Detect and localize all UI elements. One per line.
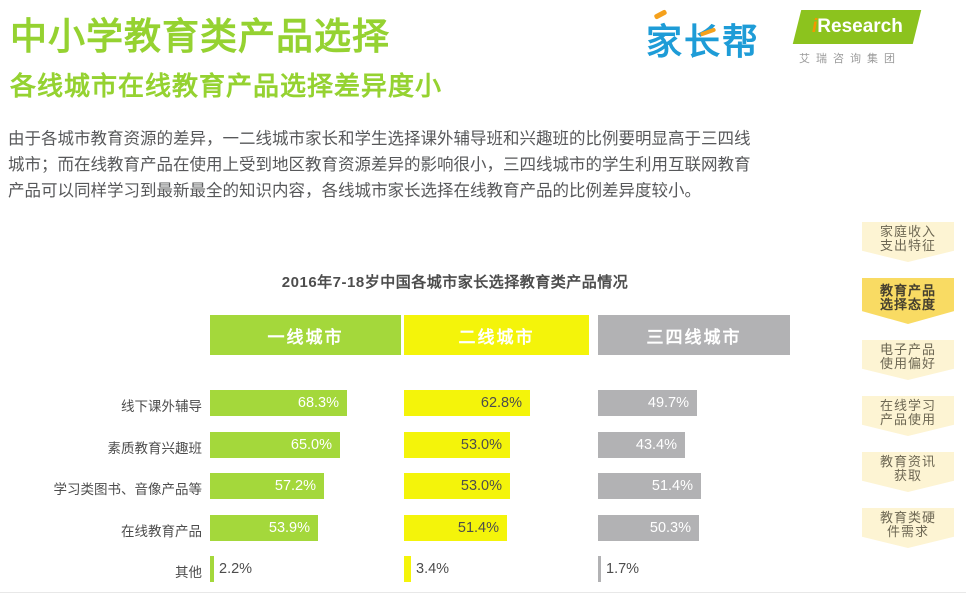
bar-value: 57.2% xyxy=(274,478,316,494)
intro-paragraph: 由于各城市教育资源的差异，一二线城市家长和学生选择课外辅导班和兴趣班的比例要明显… xyxy=(8,126,928,204)
sidebar-tab-6[interactable]: 教育类硬 件需求 xyxy=(862,508,954,548)
sidebar-tab-3[interactable]: 电子产品 使用偏好 xyxy=(862,340,954,380)
bar: 57.2% xyxy=(210,473,324,499)
bar-value: 53.0% xyxy=(460,437,502,453)
bar-value: 53.9% xyxy=(268,520,310,536)
bar: 50.3% xyxy=(598,515,699,541)
bar: 53.0% xyxy=(404,473,510,499)
iresearch-logo-rest: Research xyxy=(816,16,903,37)
bar xyxy=(404,556,411,582)
bar xyxy=(598,556,601,582)
bar-value: 50.3% xyxy=(649,520,691,536)
sidebar-tab-label: 教育产品 xyxy=(879,283,936,298)
iresearch-logo-text: iResearch xyxy=(812,16,903,38)
bar: 53.0% xyxy=(404,432,510,458)
sidebar-tab-label: 在线学习 xyxy=(879,398,936,413)
page-subtitle: 各线城市在线教育产品选择差异度小 xyxy=(10,71,443,101)
bar-value: 1.7% xyxy=(606,561,640,577)
intro-line: 产品可以同样学习到最新最全的知识内容，各线城市家长选择在线教育产品的比例差异度较… xyxy=(8,182,701,200)
column-header-二线城市: 二线城市 xyxy=(404,315,589,355)
intro-line: 由于各城市教育资源的差异，一二线城市家长和学生选择课外辅导班和兴趣班的比例要明显… xyxy=(8,130,751,148)
sidebar-tab-label: 电子产品 xyxy=(879,342,936,357)
iresearch-subtitle: 艾瑞咨询集团 xyxy=(799,53,901,65)
bar-value: 2.2% xyxy=(219,561,253,577)
sidebar-tab-label: 教育类硬 xyxy=(879,510,936,525)
sidebar-tab-label: 产品使用 xyxy=(879,412,936,427)
bar-value: 51.4% xyxy=(651,478,693,494)
sidebar-tab-label: 教育资讯 xyxy=(879,454,936,469)
column-header-三四线城市: 三四线城市 xyxy=(598,315,790,355)
row-label: 在线教育产品 xyxy=(121,523,202,539)
bar-value: 53.0% xyxy=(460,478,502,494)
bar-value: 49.7% xyxy=(647,395,689,411)
sidebar-tab-label: 支出特征 xyxy=(879,238,936,253)
bar-value: 68.3% xyxy=(297,395,339,411)
bar: 62.8% xyxy=(404,390,530,416)
sidebar-tab-label: 家庭收入 xyxy=(879,224,936,239)
bar: 51.4% xyxy=(404,515,507,541)
sidebar-tab-2[interactable]: 教育产品 选择态度 xyxy=(862,278,954,324)
page-title: 中小学教育类产品选择 xyxy=(10,16,390,57)
bar-value: 3.4% xyxy=(416,561,450,577)
bar: 68.3% xyxy=(210,390,347,416)
sidebar-tab-4[interactable]: 在线学习 产品使用 xyxy=(862,396,954,436)
intro-line: 城市；而在线教育产品在使用上受到地区教育资源差异的影响很小，三四线城市的学生利用… xyxy=(8,156,751,174)
bar: 53.9% xyxy=(210,515,318,541)
bar-value: 43.4% xyxy=(635,437,677,453)
column-header-一线城市: 一线城市 xyxy=(210,315,401,355)
bar-value: 62.8% xyxy=(480,395,522,411)
chart-title: 2016年7-18岁中国各城市家长选择教育类产品情况 xyxy=(281,274,629,291)
bar: 65.0% xyxy=(210,432,340,458)
iresearch-logo: iResearch xyxy=(792,10,922,44)
sidebar-tab-1[interactable]: 家庭收入 支出特征 xyxy=(862,222,954,262)
sidebar-tab-label: 件需求 xyxy=(886,524,929,539)
bar: 43.4% xyxy=(598,432,685,458)
sidebar-tab-label: 使用偏好 xyxy=(879,356,936,371)
sidebar-tab-label: 选择态度 xyxy=(879,297,936,312)
row-label: 素质教育兴趣班 xyxy=(107,440,203,456)
bar: 49.7% xyxy=(598,390,697,416)
bar: 51.4% xyxy=(598,473,701,499)
sidebar-tab-5[interactable]: 教育资讯 获取 xyxy=(862,452,954,492)
bar-value: 51.4% xyxy=(457,520,499,536)
bar xyxy=(210,556,214,582)
row-label: 学习类图书、音像产品等 xyxy=(53,481,203,497)
jiazhangbang-logo: 家长帮 xyxy=(646,21,761,62)
row-label: 其他 xyxy=(175,564,202,580)
row-label: 线下课外辅导 xyxy=(121,398,202,414)
section-tabs-sidebar: 家庭收入 支出特征 教育产品 选择态度 电子产品 使用偏好 在线学习 产品使用 教育资讯 获取 教育… xyxy=(862,222,954,548)
sidebar-tab-label: 获取 xyxy=(893,468,922,483)
bar-value: 65.0% xyxy=(290,437,332,453)
